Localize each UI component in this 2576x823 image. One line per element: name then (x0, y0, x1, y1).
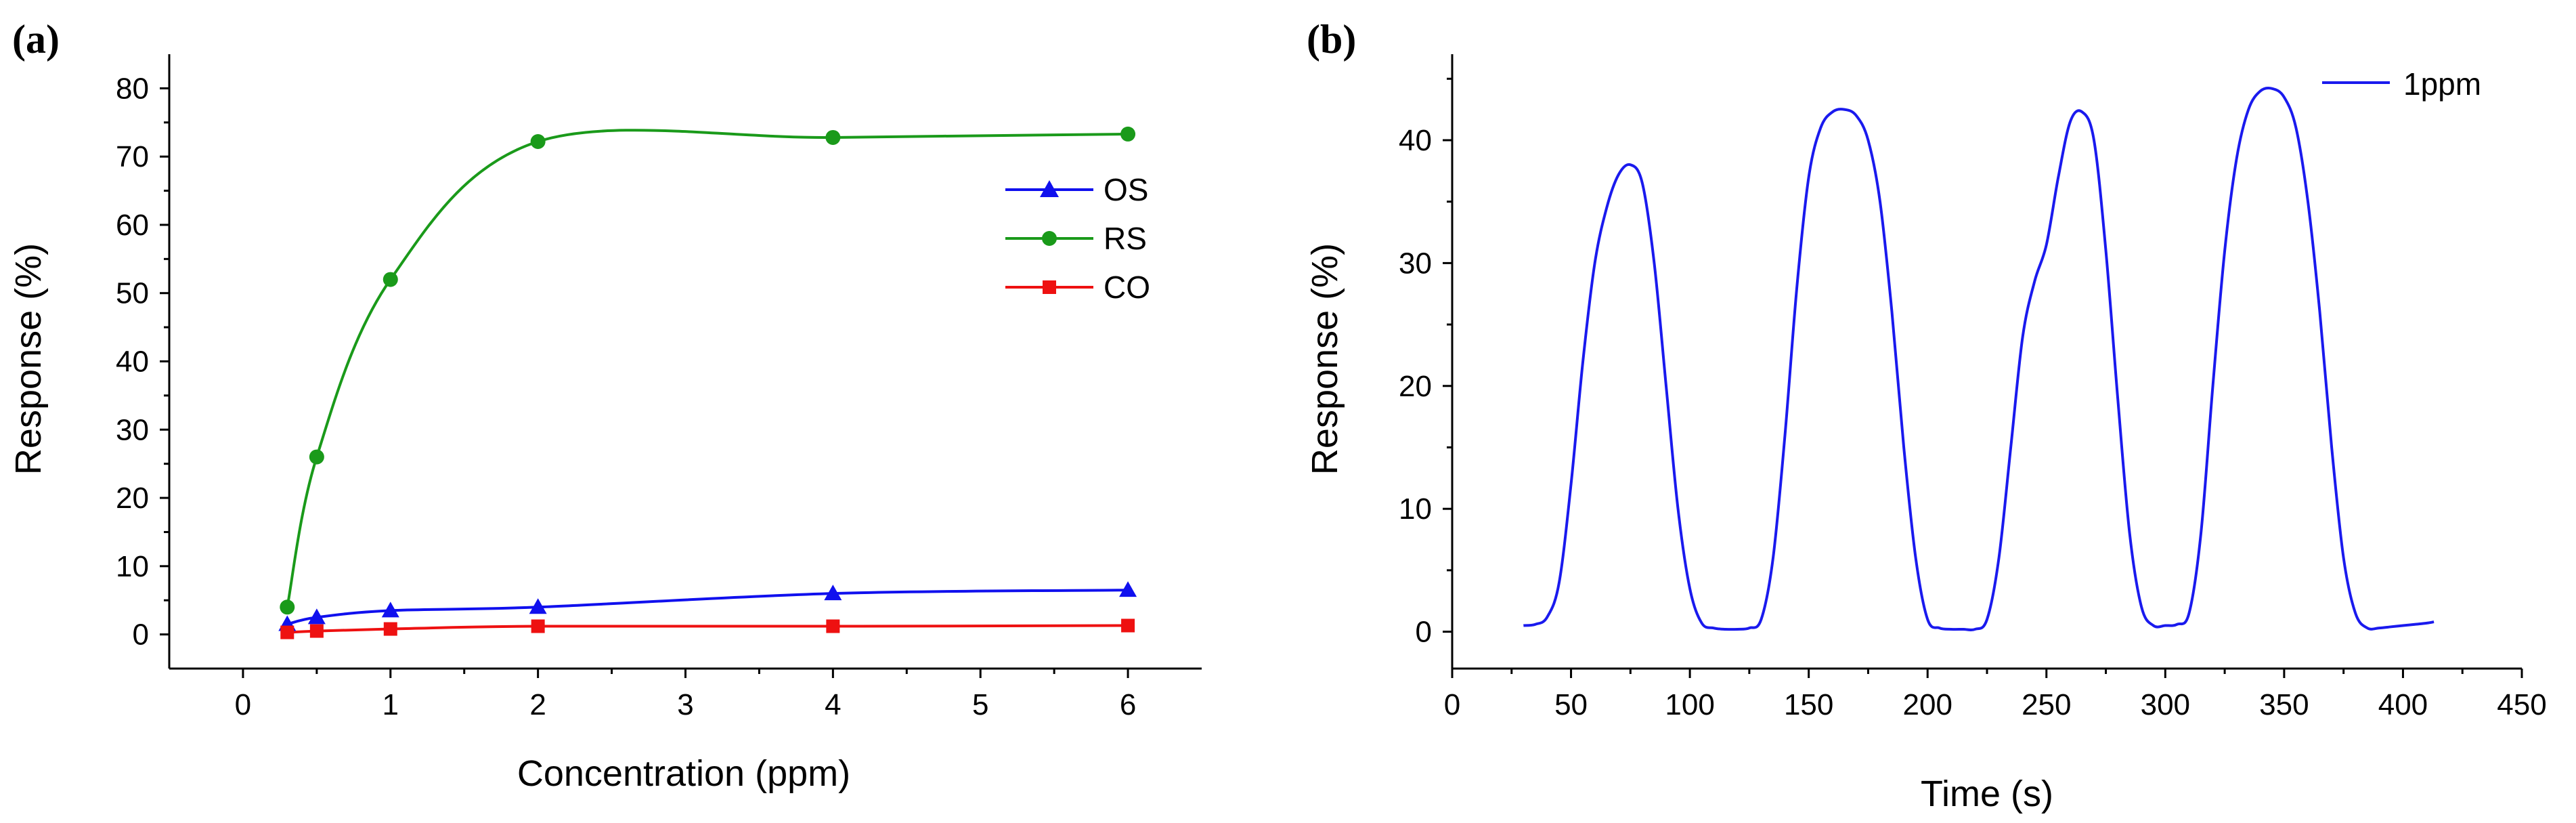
panel-a-x-tick-label: 6 (1120, 688, 1136, 721)
panel-b-x-ticks: 0 50 100 150 200 250 300 350 400 450 (1444, 669, 2547, 721)
data-point-os (529, 598, 547, 614)
panel-b-y-tick-label: 40 (1399, 124, 1432, 157)
panel-a-y-tick-label: 50 (116, 277, 149, 310)
legend-label-rs: RS (1104, 221, 1147, 256)
panel-b-x-tick-label: 400 (2378, 688, 2428, 721)
panel-a-y-tick-label: 10 (116, 550, 149, 583)
panel-a-curves (286, 129, 1129, 634)
panel-a-x-tick-label: 0 (235, 688, 251, 721)
data-point-co (280, 625, 294, 639)
panel-b-x-tick-label: 0 (1444, 688, 1460, 721)
data-point-co (826, 619, 840, 633)
panel-a-y-tick-label: 40 (116, 345, 149, 379)
data-point-rs (530, 133, 546, 149)
panel-b-y-ticks: 0 10 20 30 40 (1399, 77, 1452, 649)
panel-b-curves (1523, 86, 2435, 632)
panel-b-x-tick-label: 450 (2497, 688, 2546, 721)
legend-label-1ppm: 1ppm (2403, 66, 2481, 102)
panel-b-y-tick-label: 20 (1399, 370, 1432, 403)
panel-b-x-tick-label: 150 (1784, 688, 1833, 721)
panel-a-y-tick-label: 60 (116, 209, 149, 242)
data-point-co (1121, 618, 1135, 633)
data-point-os (824, 585, 842, 601)
panel-a-x-tick-label: 4 (825, 688, 841, 721)
series-line-1ppm (1523, 86, 2435, 632)
data-point-rs (825, 129, 841, 145)
panel-a-x-ticks: 0 1 2 3 4 5 6 (235, 669, 1136, 721)
panel-a-legend: OS RS CO (1005, 172, 1150, 305)
data-point-rs (280, 599, 295, 615)
panel-a-x-tick-label: 2 (529, 688, 546, 721)
panel-b-y-tick-label: 10 (1399, 492, 1432, 526)
panel-b-legend: 1ppm (2322, 66, 2481, 102)
panel-b-y-axis-title: Response (%) (1305, 243, 1345, 475)
panel-a-y-ticks: 0 10 20 30 40 50 60 70 80 (116, 72, 169, 652)
data-point-rs (309, 449, 324, 465)
legend-marker-rs (1042, 231, 1057, 246)
legend-label-os: OS (1104, 172, 1148, 207)
panel-b-x-tick-label: 50 (1554, 688, 1588, 721)
panel-b-y-tick-label: 30 (1399, 247, 1432, 280)
panel-b-x-tick-label: 100 (1665, 688, 1714, 721)
panel-a-y-tick-label: 20 (116, 482, 149, 515)
panel-a-y-axis-title: Response (%) (8, 243, 49, 475)
legend-item-co: CO (1005, 270, 1150, 305)
data-point-co (309, 624, 324, 638)
panel-a-markers (278, 126, 1137, 639)
panel-b-x-axis-title: Time (s) (1921, 774, 2053, 814)
panel-a-y-tick-label: 0 (133, 618, 149, 652)
legend-marker-os (1040, 180, 1059, 197)
panel-b-x-tick-label: 250 (2022, 688, 2071, 721)
legend-label-co: CO (1104, 270, 1150, 305)
legend-item-rs: RS (1005, 221, 1147, 256)
panel-b-x-tick-label: 200 (1903, 688, 1952, 721)
data-point-os (1119, 581, 1137, 597)
panel-b-y-tick-label: 0 (1416, 616, 1432, 649)
panel-a-x-tick-label: 1 (383, 688, 399, 721)
series-line-rs (286, 129, 1129, 608)
panel-a-x-tick-label: 3 (677, 688, 693, 721)
legend-item-os: OS (1005, 172, 1148, 207)
data-point-rs (1120, 126, 1136, 142)
data-point-co (531, 619, 545, 633)
panel-a-y-tick-label: 80 (116, 72, 149, 105)
panel-a-label: (a) (12, 17, 60, 62)
data-point-rs (383, 272, 398, 287)
data-point-co (383, 622, 397, 636)
panel-a-x-axis-title: Concentration (ppm) (517, 753, 850, 794)
series-line-os (286, 589, 1129, 626)
data-point-os (307, 608, 326, 625)
panel-b-chart: (b) 0 50 100 150 200 250 300 350 400 450 0 10 20 30 4… (1305, 17, 2547, 814)
data-point-os (381, 602, 399, 618)
panel-a-y-tick-label: 70 (116, 140, 149, 173)
panel-a-y-tick-label: 30 (116, 413, 149, 446)
panel-a-chart: (a) 0 1 2 3 4 5 6 0 10 20 30 40 50 60 70 80 Concentrat… (8, 17, 1202, 794)
panel-b-label: (b) (1307, 17, 1356, 62)
panel-b-x-tick-label: 300 (2141, 688, 2190, 721)
series-line-co (287, 624, 1129, 634)
panel-b-x-tick-label: 350 (2259, 688, 2309, 721)
panel-a-x-tick-label: 5 (972, 688, 988, 721)
legend-marker-co (1043, 280, 1056, 294)
